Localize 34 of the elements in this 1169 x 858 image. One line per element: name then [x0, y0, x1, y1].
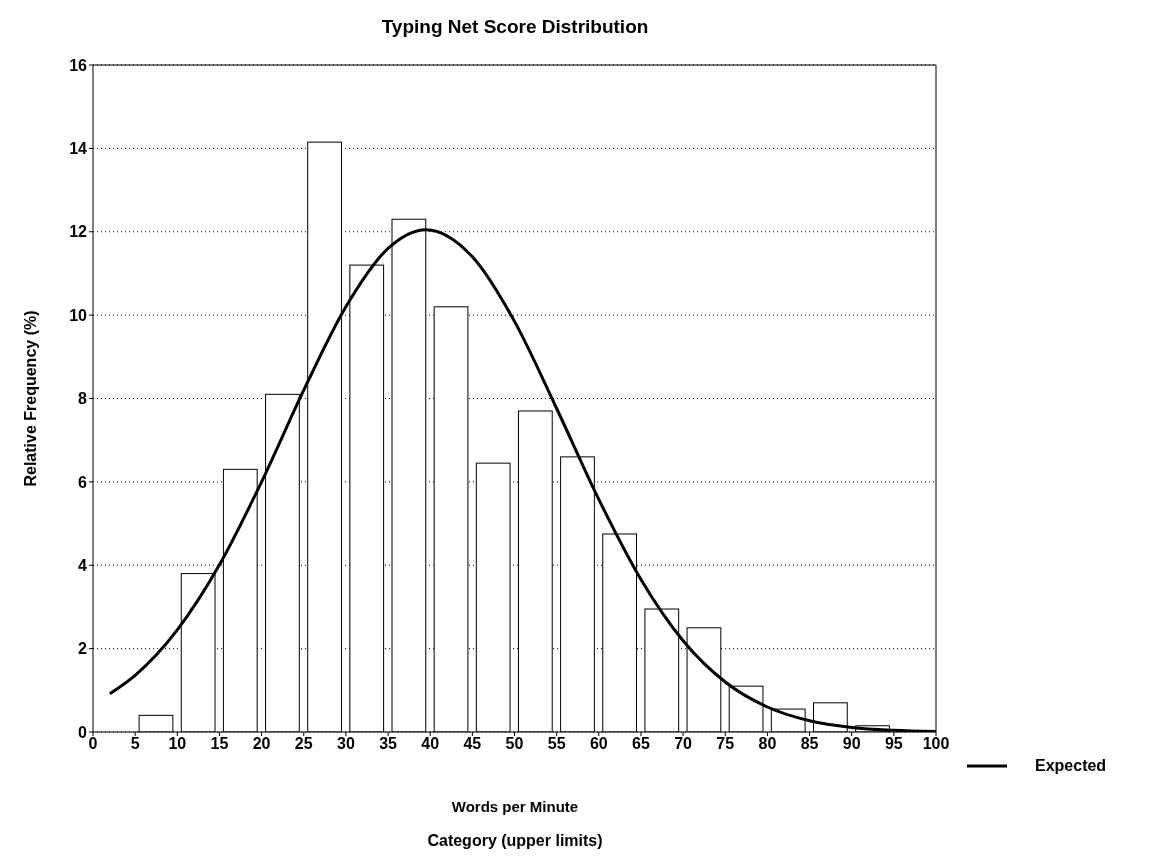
legend-label: Expected: [1035, 757, 1107, 775]
x-tick-label: 100: [922, 735, 950, 753]
x-tick-label: 85: [800, 735, 819, 753]
x-tick-label: 60: [589, 735, 608, 753]
chart-title: Typing Net Score Distribution: [380, 16, 650, 38]
x-tick-label: 45: [463, 735, 482, 753]
x-tick-label: 55: [547, 735, 566, 753]
x-tick-label: 10: [168, 735, 187, 753]
y-tick-label: 16: [69, 56, 88, 74]
x-tick-label: 80: [758, 735, 777, 753]
x-tick-label: 35: [379, 735, 398, 753]
x-tick-label: 95: [884, 735, 903, 753]
x-tick-label: 25: [294, 735, 313, 753]
x-tick-label: 90: [842, 735, 861, 753]
x-tick-label: 70: [674, 735, 693, 753]
x-tick-label: 5: [130, 735, 140, 753]
y-tick-label: 14: [69, 140, 88, 158]
y-tick-label: 2: [78, 640, 88, 658]
y-axis-title: Relative Frequency (%): [21, 310, 39, 487]
text: Category (upper limits): [426, 832, 604, 850]
y-tick-label: 0: [78, 723, 88, 741]
x-tick-label: 20: [252, 735, 271, 753]
x-tick-label: 65: [632, 735, 650, 753]
x-tick-label: 40: [421, 735, 440, 753]
y-tick-label: 4: [78, 556, 88, 574]
y-tick-label: 6: [78, 473, 88, 491]
y-tick-label: 12: [69, 223, 88, 241]
x-tick-label: 30: [337, 735, 355, 753]
x-axis-title: Words per Minute: [450, 798, 580, 815]
y-tick-label: 10: [69, 306, 88, 324]
x-tick-label: 15: [210, 735, 229, 753]
x-tick-label: 50: [505, 735, 524, 753]
x-tick-label: 75: [716, 735, 735, 753]
y-tick-label: 8: [78, 390, 88, 408]
